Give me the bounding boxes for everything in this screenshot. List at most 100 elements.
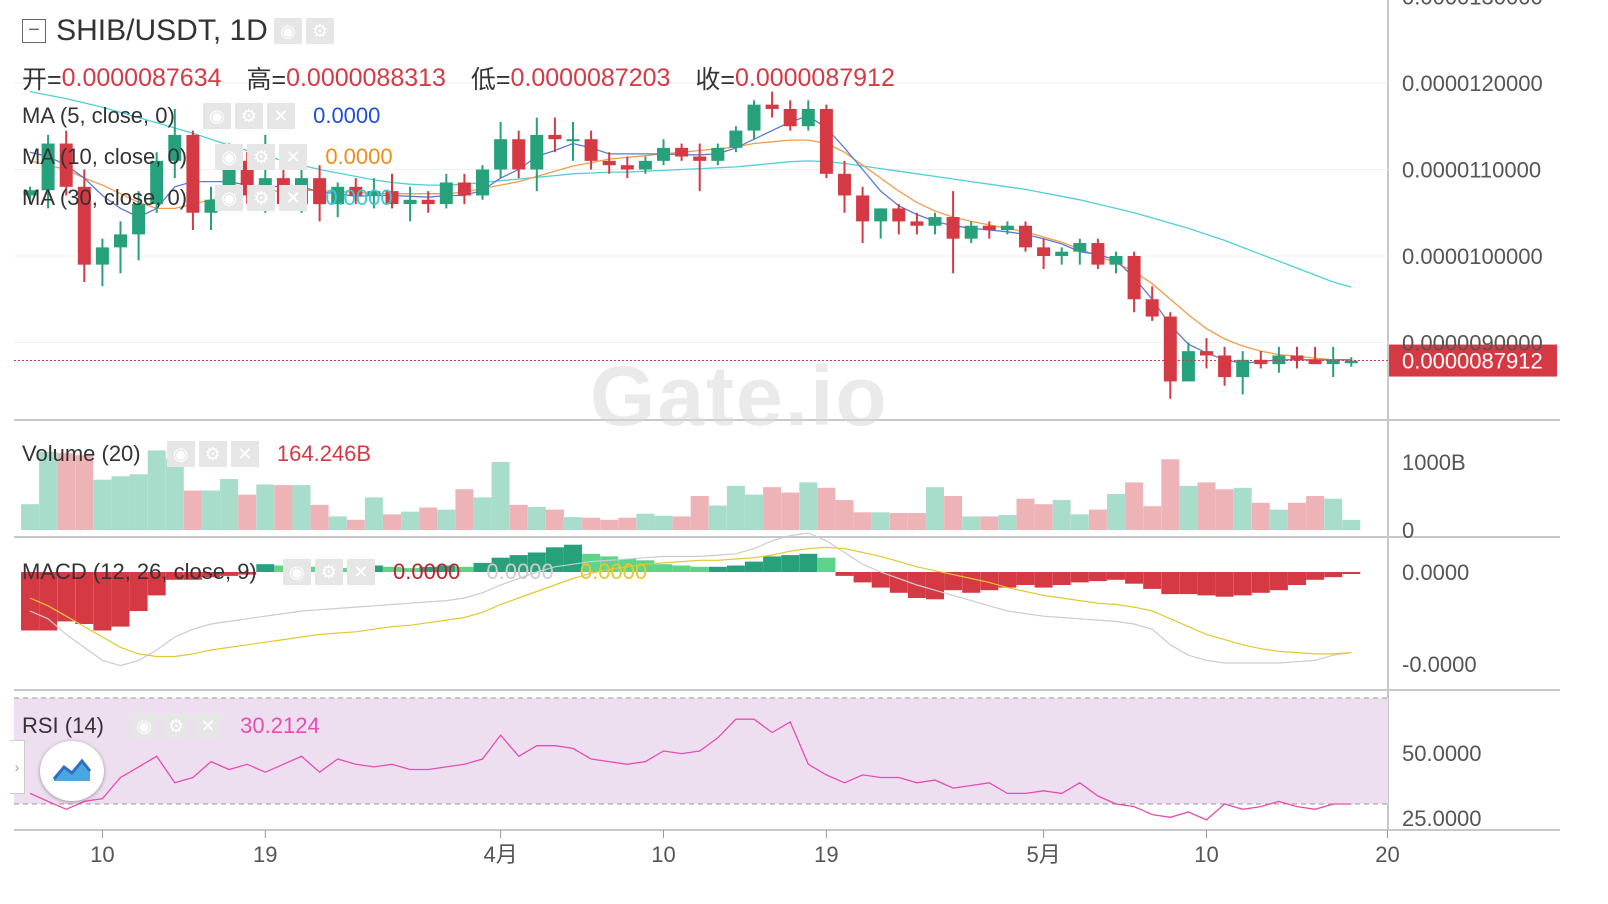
candle-body bbox=[1055, 251, 1069, 256]
candle-body bbox=[457, 182, 471, 196]
eye-icon[interactable]: ◉ bbox=[166, 441, 195, 468]
macd-histogram-bar bbox=[509, 555, 528, 572]
close-icon[interactable]: ✕ bbox=[279, 185, 308, 212]
volume-bar bbox=[1088, 509, 1107, 530]
volume-bar bbox=[1070, 514, 1089, 530]
gear-icon[interactable]: ⚙ bbox=[198, 441, 227, 468]
gear-icon[interactable]: ⚙ bbox=[162, 713, 191, 740]
volume-bar bbox=[75, 455, 94, 530]
eye-icon[interactable]: ◉ bbox=[130, 713, 159, 740]
macd-histogram-bar bbox=[690, 566, 709, 572]
close-icon[interactable]: ✕ bbox=[194, 713, 223, 740]
macd-histogram-bar bbox=[1161, 572, 1180, 595]
volume-bar bbox=[907, 513, 926, 530]
volume-bar bbox=[998, 515, 1017, 530]
volume-label: Volume (20) bbox=[22, 441, 141, 467]
macd-histogram-bar bbox=[926, 572, 944, 600]
volume-bar bbox=[1342, 519, 1361, 530]
candle-body bbox=[59, 143, 73, 187]
rsi-value: 30.2124 bbox=[240, 713, 320, 739]
volume-bar bbox=[1052, 500, 1071, 530]
macd-histogram-bar bbox=[437, 565, 456, 572]
time-tick-label: 5月 bbox=[1026, 842, 1060, 867]
ma10-value: 0.0000 bbox=[325, 144, 393, 170]
macd-histogram-bar bbox=[962, 572, 981, 593]
expand-panel-handle[interactable]: › bbox=[10, 740, 25, 794]
candle-body bbox=[566, 139, 580, 142]
candle-body bbox=[1127, 256, 1141, 300]
gear-icon[interactable]: ⚙ bbox=[234, 103, 263, 130]
candle-body bbox=[874, 208, 888, 222]
candle-body bbox=[313, 178, 327, 205]
collapse-icon[interactable]: − bbox=[22, 19, 46, 43]
volume-bar bbox=[383, 514, 401, 530]
candle-body bbox=[23, 190, 37, 196]
macd-histogram-bar bbox=[871, 572, 890, 588]
ma5-value: 0.0000 bbox=[313, 103, 381, 129]
price-tick-label: 0.0000100000 bbox=[1402, 244, 1543, 269]
eye-icon[interactable]: ◉ bbox=[282, 559, 311, 586]
candle-body bbox=[1326, 359, 1340, 365]
candle-body bbox=[204, 199, 218, 213]
volume-bar bbox=[636, 513, 655, 530]
last-price-tag-bg bbox=[1389, 344, 1557, 377]
macd-histogram-bar bbox=[944, 572, 963, 591]
gear-icon[interactable]: ⚙ bbox=[314, 559, 343, 586]
time-tick-label: 10 bbox=[1194, 842, 1218, 867]
macd-histogram-bar bbox=[129, 572, 148, 611]
candle-body bbox=[602, 160, 616, 166]
price-tick-label: 0.0000130000 bbox=[1402, 0, 1543, 10]
gear-icon[interactable]: ⚙ bbox=[247, 144, 276, 171]
macd-histogram-bar bbox=[93, 572, 112, 631]
high-label: 高= bbox=[246, 66, 287, 94]
close-icon[interactable]: ✕ bbox=[266, 103, 295, 130]
volume-bar bbox=[545, 509, 564, 530]
macd-histogram-bar bbox=[165, 572, 184, 580]
candle-body bbox=[1163, 316, 1177, 382]
gear-icon[interactable]: ⚙ bbox=[305, 18, 334, 44]
macd-histogram-bar bbox=[238, 572, 257, 575]
volume-bar bbox=[654, 515, 673, 530]
eye-icon[interactable]: ◉ bbox=[273, 18, 302, 44]
gate-io-watermark: Gate.io bbox=[590, 349, 889, 443]
close-icon[interactable]: ✕ bbox=[230, 441, 259, 468]
volume-bar bbox=[220, 479, 239, 530]
macd-tick-label: 0.0000 bbox=[1402, 560, 1469, 585]
volume-bar bbox=[1288, 502, 1306, 530]
volume-bar bbox=[745, 494, 763, 530]
rsi-line bbox=[29, 718, 1352, 821]
eye-icon[interactable]: ◉ bbox=[215, 185, 244, 212]
volume-bar bbox=[1125, 482, 1144, 530]
candle-body bbox=[964, 225, 978, 239]
macd-histogram-bar bbox=[21, 572, 39, 631]
gear-icon[interactable]: ⚙ bbox=[247, 185, 276, 212]
candle-body bbox=[77, 186, 91, 265]
ma10-label: MA (10, close, 0) bbox=[22, 144, 188, 170]
close-icon[interactable]: ✕ bbox=[279, 144, 308, 171]
candle-body bbox=[95, 247, 109, 265]
candle-body bbox=[114, 234, 127, 248]
time-tick-label: 20 bbox=[1375, 842, 1399, 867]
candle-body bbox=[1037, 247, 1051, 256]
macd-histogram-bar bbox=[220, 572, 239, 576]
ma30-value: 0.0000 bbox=[325, 185, 393, 211]
high-value: 0.0000088313 bbox=[286, 63, 446, 92]
macd-histogram-bar bbox=[1306, 572, 1325, 580]
volume-bar bbox=[256, 484, 275, 530]
candle-body bbox=[494, 139, 508, 170]
volume-bar bbox=[564, 517, 582, 530]
tradingview-logo-button[interactable] bbox=[40, 741, 104, 801]
price-tick-label: 0.0000120000 bbox=[1402, 71, 1543, 96]
volume-bar bbox=[618, 517, 637, 530]
eye-icon[interactable]: ◉ bbox=[215, 144, 244, 171]
macd-histogram-bar bbox=[763, 556, 782, 572]
volume-bar bbox=[509, 504, 528, 530]
macd-histogram-bar bbox=[147, 572, 166, 596]
candle-body bbox=[476, 169, 489, 196]
close-icon[interactable]: ✕ bbox=[346, 559, 375, 586]
macd-histogram-bar bbox=[1107, 572, 1125, 580]
macd-value-line: 0.0000 bbox=[486, 559, 554, 585]
eye-icon[interactable]: ◉ bbox=[202, 103, 231, 130]
macd-histogram-bar bbox=[1125, 572, 1144, 584]
